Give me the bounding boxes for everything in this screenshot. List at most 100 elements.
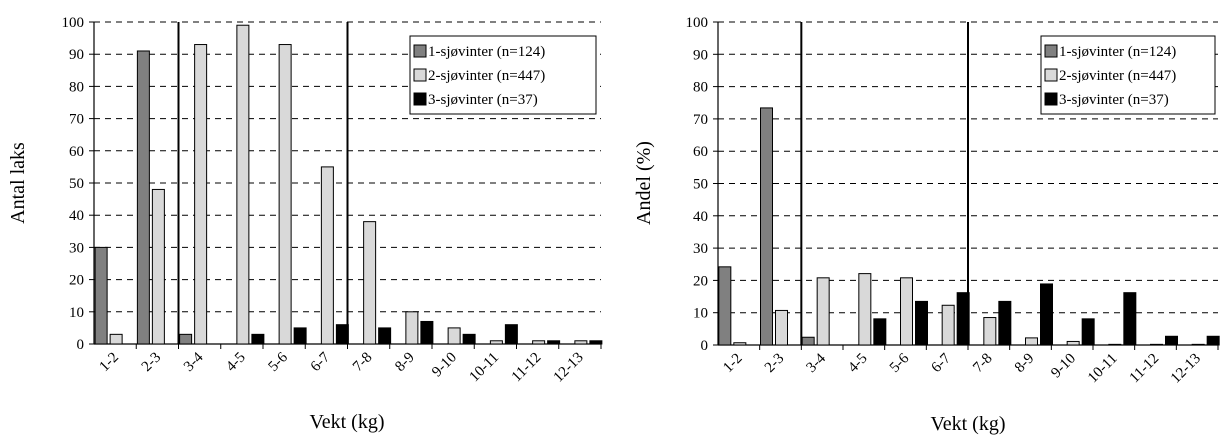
bar-series3-7-8 (998, 300, 1012, 346)
bar-series2-11-12 (532, 340, 546, 345)
y-tick-label: 30 (693, 241, 708, 257)
legend-box (1040, 35, 1216, 115)
y-tick-label: 100 (62, 15, 85, 31)
legend-entry: 2-sjøvinter (n=447) (428, 68, 545, 84)
y-tick-label: 20 (693, 273, 708, 289)
y-tick-label: 20 (69, 273, 84, 289)
legend-entry: 1-sjøvinter (n=124) (1059, 44, 1176, 60)
bar-series1-3-4 (801, 336, 815, 346)
bar-series2-11-12 (1150, 343, 1163, 346)
legend-swatch (1044, 44, 1058, 58)
y-axis-title: Andel (%) (633, 141, 655, 225)
bar-series1-3-4 (179, 333, 193, 345)
y-tick-label: 80 (693, 80, 708, 96)
bar-series2-2-3 (151, 188, 165, 345)
bar-series3-6-7 (335, 324, 349, 345)
y-tick-label: 40 (693, 209, 708, 225)
x-tick-label: 9-10 (429, 350, 460, 381)
y-tick-label: 0 (701, 338, 709, 354)
y-tick-label: 50 (69, 176, 84, 192)
bar-series2-10-11 (1108, 343, 1122, 346)
bar-series3-11-12 (547, 340, 561, 345)
legend-swatch (1044, 68, 1058, 82)
x-tick-label: 7-8 (970, 351, 995, 376)
legend-swatch (413, 44, 427, 58)
y-axis-title: Antal laks (7, 142, 29, 224)
bar-series1-2-3 (136, 50, 150, 345)
y-tick-label: 70 (69, 112, 84, 128)
bar-series2-12-13 (574, 340, 588, 345)
x-tick-label: 12-13 (551, 350, 587, 386)
bar-series2-1-2 (733, 342, 747, 346)
x-tick-label: 8-9 (392, 350, 417, 375)
bar-series2-4-5 (236, 24, 250, 345)
legend-entry: 3-sjøvinter (n=37) (1059, 92, 1169, 108)
bar-series3-9-10 (462, 333, 476, 345)
bar-series3-4-5 (873, 318, 887, 346)
bar-series3-8-9 (1040, 283, 1053, 346)
legend-swatch (413, 68, 427, 82)
x-tick-label: 4-5 (845, 351, 870, 376)
bar-series2-6-7 (941, 304, 955, 346)
bar-series3-8-9 (420, 320, 434, 345)
y-tick-label: 10 (693, 306, 708, 322)
bar-series1-2-3 (760, 107, 773, 346)
bar-series3-11-12 (1165, 335, 1178, 346)
bar-series2-8-9 (1025, 337, 1038, 346)
y-tick-label: 60 (693, 144, 708, 160)
bar-series2-8-9 (405, 311, 419, 345)
y-tick-label: 90 (69, 47, 84, 63)
legend: 1-sjøvinter (n=124) 2-sjøvinter (n=447) 3-… (1040, 35, 1216, 115)
bar-series2-12-13 (1191, 343, 1205, 346)
bar-series2-1-2 (109, 333, 123, 345)
x-tick-label: 3-4 (804, 350, 830, 376)
x-tick-label: 1-2 (96, 350, 121, 375)
legend-entry: 1-sjøvinter (n=124) (428, 44, 545, 60)
x-tick-label: 4-5 (223, 350, 248, 375)
x-tick-label: 10-11 (467, 350, 503, 386)
bar-series2-7-8 (983, 317, 997, 346)
legend-swatch (413, 92, 427, 106)
bar-series2-3-4 (194, 44, 208, 345)
bar-series3-7-8 (378, 327, 392, 345)
x-tick-label: 1-2 (720, 351, 745, 376)
legend-entry: 2-sjøvinter (n=447) (1059, 68, 1176, 84)
y-tick-label: 0 (77, 337, 85, 353)
x-axis-title: Vekt (kg) (931, 413, 1006, 435)
legend: 1-sjøvinter (n=124) 2-sjøvinter (n=447) 3-… (409, 35, 597, 115)
y-tick-label: 40 (69, 208, 84, 224)
y-tick-label: 30 (69, 240, 84, 256)
bar-series3-6-7 (956, 292, 970, 346)
x-tick-label: 8-9 (1012, 351, 1037, 376)
bar-series3-10-11 (1123, 292, 1137, 346)
x-tick-label: 5-6 (265, 349, 291, 375)
bar-series2-9-10 (447, 327, 461, 345)
x-tick-label: 7-8 (350, 350, 375, 375)
y-tick-label: 60 (69, 144, 84, 160)
y-tick-label: 10 (69, 305, 84, 321)
bar-series2-10-11 (489, 340, 503, 345)
chart-antal-laks: 0 10 20 30 40 50 60 70 80 90 100 1-2 2-3 3-4 4-5 5-6 6-7… (7, 15, 603, 433)
y-tick-label: 90 (693, 47, 708, 63)
bar-series3-12-13 (589, 340, 603, 345)
x-tick-label: 9-10 (1048, 351, 1079, 382)
bar-series1-1-2 (718, 266, 732, 346)
legend-entry: 3-sjøvinter (n=37) (428, 92, 538, 108)
bar-series3-5-6 (293, 327, 307, 345)
bar-series1-1-2 (94, 246, 108, 345)
x-tick-label: 10-11 (1085, 351, 1121, 387)
y-tick-label: 50 (693, 177, 708, 193)
y-tick-label: 100 (686, 15, 709, 31)
legend-swatch (1044, 92, 1058, 106)
bar-series2-4-5 (858, 273, 872, 346)
x-tick-label: 5-6 (887, 350, 913, 376)
x-tick-label: 3-4 (181, 349, 207, 375)
x-tick-label: 2-3 (139, 350, 164, 375)
x-tick-label: 11-12 (1127, 351, 1163, 387)
x-tick-label: 2-3 (762, 351, 787, 376)
bar-series2-3-4 (816, 277, 830, 346)
bar-series3-5-6 (915, 300, 928, 346)
y-tick-label: 70 (693, 112, 708, 128)
bar-series2-5-6 (278, 44, 292, 345)
